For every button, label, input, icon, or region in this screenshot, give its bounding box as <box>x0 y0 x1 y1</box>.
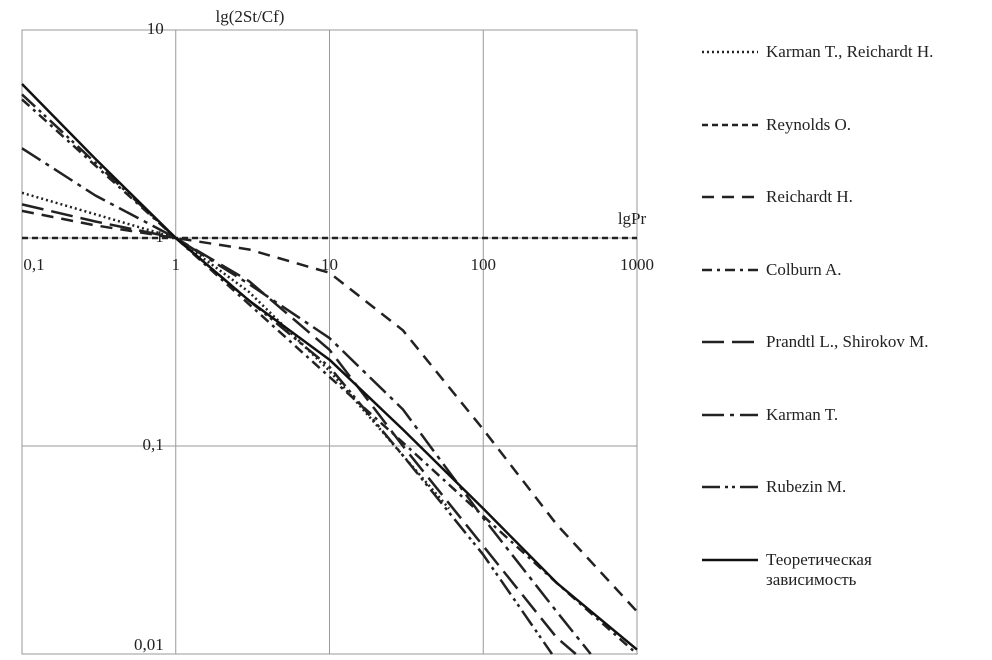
legend-label: Rubezin M. <box>766 477 847 496</box>
legend-swatch <box>702 123 758 126</box>
x-tick-label: 0,1 <box>23 255 44 274</box>
data-line <box>21 83 638 651</box>
legend-item: Reynolds O. <box>700 115 966 135</box>
x-tick-label: 100 <box>471 255 497 274</box>
legend-item: Karman T. <box>700 405 966 425</box>
legend-swatch <box>702 50 758 54</box>
legend-swatch <box>702 340 758 344</box>
data-line <box>21 203 577 655</box>
data-line <box>21 209 638 613</box>
legend-item: Reichardt H. <box>700 187 966 207</box>
legend-swatch <box>702 195 758 199</box>
y-tick-label: 1 <box>155 227 164 246</box>
legend-label: Reichardt H. <box>766 187 853 206</box>
legend-label: Теоретическая зависимость <box>766 549 872 589</box>
legend-label: Karman T. <box>766 404 839 424</box>
legend-item: Rubezin M. <box>700 477 966 497</box>
legend-item: Colburn A. <box>700 260 966 280</box>
y-axis-title: lg(2St/Cf) <box>216 7 285 26</box>
legend-item: Karman T., Reichardt H. <box>700 42 966 62</box>
x-tick-label: 1000 <box>620 255 654 274</box>
legend-item: Prandtl L., Shirokov M. <box>700 332 966 352</box>
data-line <box>21 93 554 655</box>
legend-swatch <box>702 558 758 561</box>
data-line <box>21 147 592 655</box>
y-tick-label: 0,01 <box>134 635 164 654</box>
chart: lg(2St/Cf) lgPr 0,1 1 10 100 1000 0,01 0,1 1 10 <box>21 7 654 655</box>
data-line <box>21 191 451 510</box>
y-tick-label: 10 <box>147 19 164 38</box>
legend-label: Karman T., Reichardt H. <box>766 42 934 61</box>
data-line <box>21 98 638 655</box>
y-tick-label: 0,1 <box>143 435 164 454</box>
legend-label: Colburn A. <box>766 259 842 279</box>
legend-item: Теоретическая зависимость <box>700 550 966 590</box>
x-tick-label: 1 <box>172 255 181 274</box>
x-axis-title: lgPr <box>618 209 647 228</box>
legend-swatch <box>702 485 758 489</box>
legend-label: Prandtl L., Shirokov M. <box>766 332 929 351</box>
x-tick-label: 10 <box>321 255 338 274</box>
legend-swatch <box>702 413 758 416</box>
legend-swatch <box>702 268 758 271</box>
legend-label: Reynolds O. <box>766 114 851 134</box>
